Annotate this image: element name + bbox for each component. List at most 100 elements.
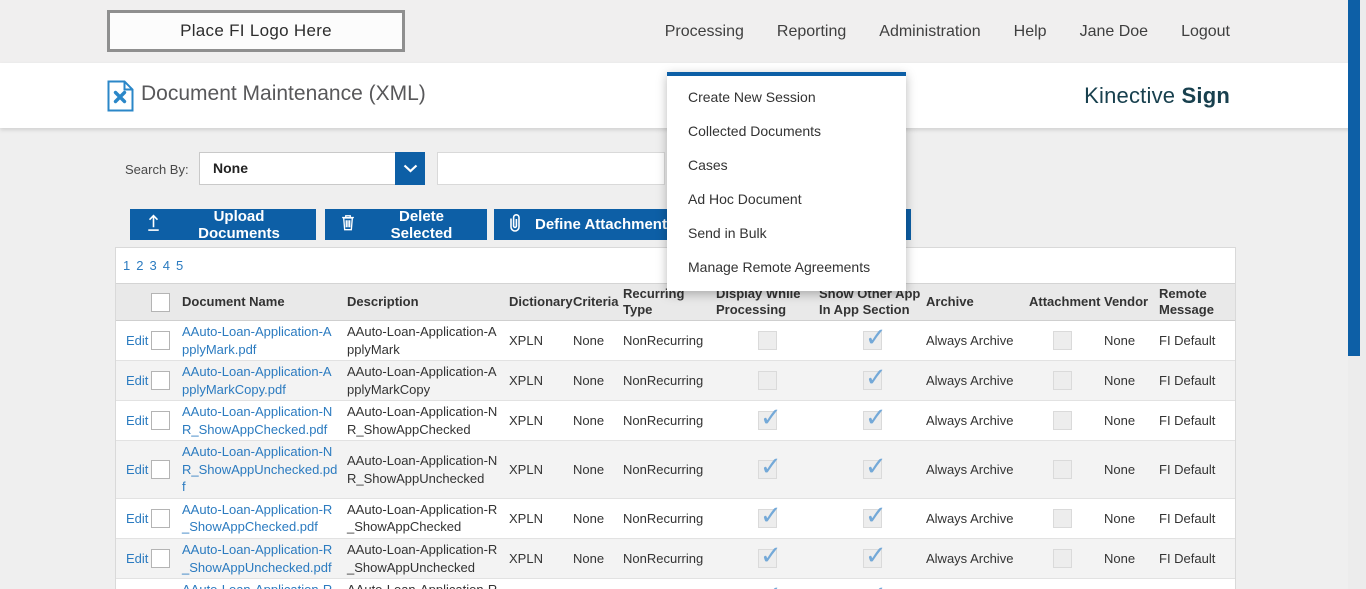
page-link[interactable]: 4 xyxy=(162,258,170,273)
show-other-app-checkbox[interactable] xyxy=(863,449,887,484)
search-input[interactable] xyxy=(437,152,665,185)
upload-icon xyxy=(144,213,163,236)
remote-message-cell: FI Default xyxy=(1151,320,1235,362)
page-link[interactable]: 5 xyxy=(175,258,184,273)
attachment-checkbox[interactable] xyxy=(1053,460,1072,480)
upload-documents-button[interactable]: Upload Documents xyxy=(130,208,316,242)
nav-item[interactable]: Help xyxy=(1013,22,1047,40)
chevron-down-icon[interactable] xyxy=(395,152,425,185)
show-other-app-checkbox[interactable] xyxy=(863,498,887,533)
document-name-link[interactable]: AAuto-Loan-Application-R_ShowAppChecked.… xyxy=(182,501,333,535)
vendor-cell: None xyxy=(1096,498,1151,540)
edit-link[interactable]: Edit xyxy=(126,412,149,428)
recurring-type-cell: NonRecurring xyxy=(623,400,716,442)
menu-item[interactable]: Create New Session xyxy=(688,89,816,105)
document-name-link[interactable]: AAuto-Loan-Application-RS-AFD731-test.pd… xyxy=(182,582,332,589)
vendor-cell: None xyxy=(1096,400,1151,442)
dictionary-cell: XPLN xyxy=(509,400,573,442)
dictionary-cell: XPLN xyxy=(509,498,573,540)
page-link[interactable]: 1 xyxy=(123,258,131,273)
document-name-link[interactable]: AAuto-Loan-Application-ApplyMark.pdf xyxy=(182,324,332,357)
select-all-checkbox[interactable] xyxy=(151,292,170,312)
description-cell: AAuto-Loan-Application-RS-AFD731-test xyxy=(347,578,509,589)
display-while-processing-checkbox[interactable] xyxy=(758,538,782,573)
row-select-checkbox[interactable] xyxy=(151,411,170,431)
vendor-cell: None xyxy=(1096,538,1151,580)
edit-link[interactable]: Edit xyxy=(126,332,149,348)
nav-item[interactable]: Processing xyxy=(664,22,744,40)
description-cell: AAuto-Loan-Application-ApplyMarkCopy xyxy=(347,360,509,402)
attachment-checkbox[interactable] xyxy=(1053,411,1072,431)
table-row: Edit AAuto-Loan-Application-R_ShowAppUnc… xyxy=(116,538,1235,580)
menu-item[interactable]: Collected Documents xyxy=(688,123,822,139)
search-by-selected-value: None xyxy=(199,152,395,185)
scrollbar-thumb[interactable] xyxy=(1348,0,1360,356)
brand-logo: Kinective Sign xyxy=(1084,83,1230,109)
vendor-header: Vendor xyxy=(1096,283,1151,321)
criteria-header: Criteria xyxy=(573,283,623,321)
dictionary-cell: XPLN xyxy=(509,440,573,499)
row-select-checkbox[interactable] xyxy=(151,460,170,480)
edit-link[interactable]: Edit xyxy=(126,461,149,477)
page-link[interactable]: 2 xyxy=(136,258,144,273)
recurring-type-cell: NonRecurring xyxy=(623,538,716,580)
document-name-header: Document Name xyxy=(182,283,347,321)
menu-item[interactable]: Manage Remote Agreements xyxy=(688,259,871,275)
fi-logo-placeholder: Place FI Logo Here xyxy=(107,10,405,52)
show-other-app-checkbox[interactable] xyxy=(863,360,887,395)
row-select-checkbox[interactable] xyxy=(151,509,170,528)
main-nav: Processing Reporting Administration Help Jan… xyxy=(665,0,1230,63)
show-other-app-checkbox[interactable] xyxy=(863,400,887,435)
row-select-checkbox[interactable] xyxy=(151,549,170,569)
display-while-processing-checkbox[interactable] xyxy=(758,449,782,484)
nav-item[interactable]: Reporting xyxy=(776,22,847,40)
dictionary-cell: XPLN xyxy=(509,320,573,362)
menu-item[interactable]: Ad Hoc Document xyxy=(688,191,802,207)
show-other-app-checkbox[interactable] xyxy=(863,538,887,573)
row-select-checkbox[interactable] xyxy=(151,331,170,351)
scrollbar-track[interactable] xyxy=(1348,0,1366,589)
table-body: Edit AAuto-Loan-Application-ApplyMark.pd… xyxy=(116,320,1235,589)
show-other-app-checkbox[interactable] xyxy=(863,320,887,355)
attachment-checkbox[interactable] xyxy=(1053,509,1072,528)
dictionary-cell: XPLN xyxy=(509,538,573,580)
page-link[interactable]: 3 xyxy=(149,258,157,273)
attachment-checkbox[interactable] xyxy=(1053,371,1072,391)
display-while-processing-checkbox[interactable] xyxy=(758,400,782,435)
nav-item[interactable]: Logout xyxy=(1181,22,1230,40)
document-name-link[interactable]: AAuto-Loan-Application-NR_ShowAppChecked… xyxy=(182,404,333,437)
archive-cell: Always Archive xyxy=(926,320,1029,362)
archive-cell: Always Archive xyxy=(926,440,1029,499)
display-while-processing-checkbox[interactable] xyxy=(758,498,782,533)
attachment-checkbox[interactable] xyxy=(1053,549,1072,569)
remote-message-cell: FI Default xyxy=(1151,538,1235,580)
row-select-checkbox[interactable] xyxy=(151,371,170,391)
document-name-link[interactable]: AAuto-Loan-Application-NR_ShowAppUncheck… xyxy=(182,444,338,495)
documents-table: Document Name Description Dictionary Cri… xyxy=(116,283,1235,589)
dictionary-header: Dictionary xyxy=(509,283,573,321)
recurring-type-cell: NonRecurring xyxy=(623,578,716,589)
document-xml-icon xyxy=(107,80,134,117)
edit-link[interactable]: Edit xyxy=(126,372,149,388)
menu-item[interactable]: Cases xyxy=(688,157,728,173)
nav-item[interactable]: Jane Doe xyxy=(1079,22,1149,40)
vendor-cell: None xyxy=(1096,578,1151,589)
recurring-type-cell: NonRecurring xyxy=(623,360,716,402)
table-row: Edit AAuto-Loan-Application-NR_ShowAppCh… xyxy=(116,400,1235,442)
display-while-processing-checkbox[interactable] xyxy=(758,331,777,351)
archive-cell: Always Archive xyxy=(926,498,1029,540)
search-by-select[interactable]: None xyxy=(199,152,425,185)
select-all-header xyxy=(151,283,182,321)
display-while-processing-checkbox[interactable] xyxy=(758,371,777,391)
edit-link[interactable]: Edit xyxy=(126,510,149,526)
document-name-link[interactable]: AAuto-Loan-Application-ApplyMarkCopy.pdf xyxy=(182,364,332,397)
edit-link[interactable]: Edit xyxy=(126,550,149,566)
attachment-checkbox[interactable] xyxy=(1053,331,1072,351)
nav-item[interactable]: Administration xyxy=(879,22,981,40)
define-attachment-label: Define Attachment xyxy=(535,216,667,233)
delete-selected-button[interactable]: Delete Selected xyxy=(325,208,487,242)
menu-item[interactable]: Send in Bulk xyxy=(688,225,767,241)
remote-message-cell: FI Default xyxy=(1151,400,1235,442)
document-name-link[interactable]: AAuto-Loan-Application-R_ShowAppUnchecke… xyxy=(182,542,333,575)
